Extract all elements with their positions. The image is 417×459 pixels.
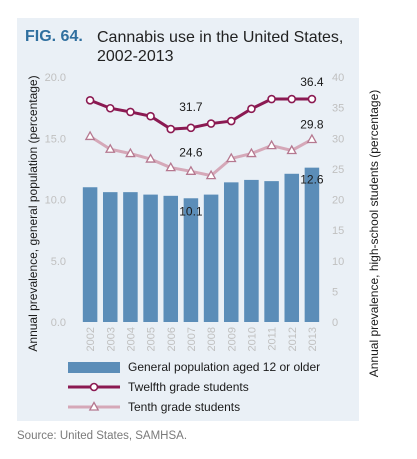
data-label: 29.8 bbox=[300, 117, 324, 131]
right-tick-label: 30 bbox=[332, 133, 344, 145]
left-tick-label: 20.0 bbox=[45, 72, 66, 84]
point-twelfth-grade bbox=[287, 94, 297, 104]
left-tick-label: 5.0 bbox=[51, 256, 66, 268]
point-tenth-grade bbox=[246, 147, 257, 158]
point-tenth-grade bbox=[185, 165, 197, 175]
right-tick-label: 40 bbox=[332, 72, 344, 84]
x-tick-label: 2011 bbox=[267, 327, 279, 351]
left-axis-title: Annual prevalence, general population (p… bbox=[26, 75, 40, 351]
right-tick-label: 10 bbox=[332, 256, 344, 268]
right-tick-label: 15 bbox=[332, 225, 344, 237]
x-tick-label: 2009 bbox=[226, 327, 238, 351]
point-twelfth-grade bbox=[126, 107, 135, 117]
point-tenth-grade bbox=[145, 153, 156, 163]
source-note: Source: United States, SAMHSA. bbox=[17, 430, 188, 442]
point-tenth-grade bbox=[165, 161, 177, 172]
point-tenth-grade bbox=[125, 147, 136, 158]
point-tenth-grade bbox=[225, 152, 237, 163]
left-tick-label: 10.0 bbox=[45, 195, 66, 207]
point-tenth-grade bbox=[104, 143, 116, 153]
data-label: 31.7 bbox=[179, 100, 203, 114]
right-tick-label: 35 bbox=[332, 103, 344, 115]
point-tenth-grade bbox=[266, 139, 277, 150]
point-twelfth-grade bbox=[206, 119, 216, 128]
x-tick-label: 2010 bbox=[246, 327, 258, 351]
bar-general-population bbox=[143, 194, 158, 322]
x-tick-label: 2013 bbox=[307, 327, 319, 351]
bar-general-population bbox=[183, 198, 199, 322]
bar-general-population bbox=[244, 179, 259, 322]
point-tenth-grade bbox=[84, 130, 96, 141]
data-label: 12.6 bbox=[300, 173, 324, 187]
bar-general-population bbox=[102, 192, 118, 322]
left-tick-label: 15.0 bbox=[45, 133, 66, 145]
legend-swatch-general-population bbox=[68, 362, 120, 373]
data-label: 24.6 bbox=[179, 145, 203, 159]
x-tick-label: 2004 bbox=[125, 327, 137, 351]
right-axis-title: Annual prevalence, high-school students … bbox=[367, 90, 381, 378]
point-twelfth-grade bbox=[85, 95, 95, 105]
right-tick-label: 20 bbox=[332, 195, 344, 207]
figure-label: FIG. 64. bbox=[25, 28, 83, 45]
right-tick-label: 5 bbox=[332, 286, 338, 298]
figure-title: Cannabis use in the United States, 2002-… bbox=[97, 29, 344, 65]
left-tick-label: 0.0 bbox=[51, 317, 66, 329]
x-tick-label: 2003 bbox=[105, 327, 117, 351]
point-twelfth-grade bbox=[146, 111, 155, 121]
x-tick-label: 2002 bbox=[85, 327, 97, 351]
bar-general-population bbox=[163, 195, 179, 322]
x-tick-label: 2005 bbox=[146, 327, 158, 351]
legend-label-general-population: General population aged 12 or older bbox=[128, 360, 320, 374]
right-tick-label: 25 bbox=[332, 164, 344, 176]
point-twelfth-grade bbox=[186, 123, 196, 133]
x-tick-label: 2008 bbox=[206, 327, 218, 351]
bar-general-population bbox=[82, 187, 98, 322]
point-tenth-grade bbox=[286, 144, 298, 155]
bar-general-population bbox=[123, 192, 138, 322]
point-twelfth-grade bbox=[307, 94, 317, 104]
data-label: 10.1 bbox=[179, 204, 203, 218]
bar-general-population bbox=[284, 173, 300, 322]
point-twelfth-grade bbox=[247, 104, 256, 114]
x-tick-label: 2012 bbox=[287, 327, 299, 351]
legend-label-tenth-grade: Tenth grade students bbox=[128, 400, 240, 414]
legend-marker-twelfth-grade bbox=[89, 382, 99, 392]
legend-marker-tenth-grade bbox=[88, 401, 100, 411]
data-label: 36.4 bbox=[300, 75, 324, 89]
point-twelfth-grade bbox=[166, 124, 176, 134]
bar-general-population bbox=[223, 182, 239, 322]
bar-general-population bbox=[264, 181, 279, 322]
x-tick-label: 2007 bbox=[186, 327, 198, 351]
bar-general-population bbox=[304, 167, 320, 322]
point-twelfth-grade bbox=[105, 103, 115, 113]
point-twelfth-grade bbox=[267, 94, 276, 104]
legend-label-twelfth-grade: Twelfth grade students bbox=[128, 380, 249, 394]
x-tick-label: 2006 bbox=[166, 327, 178, 351]
point-tenth-grade bbox=[205, 169, 217, 180]
point-tenth-grade bbox=[306, 133, 318, 144]
bar-general-population bbox=[203, 194, 219, 322]
right-tick-label: 0 bbox=[332, 317, 338, 329]
point-twelfth-grade bbox=[226, 116, 236, 126]
